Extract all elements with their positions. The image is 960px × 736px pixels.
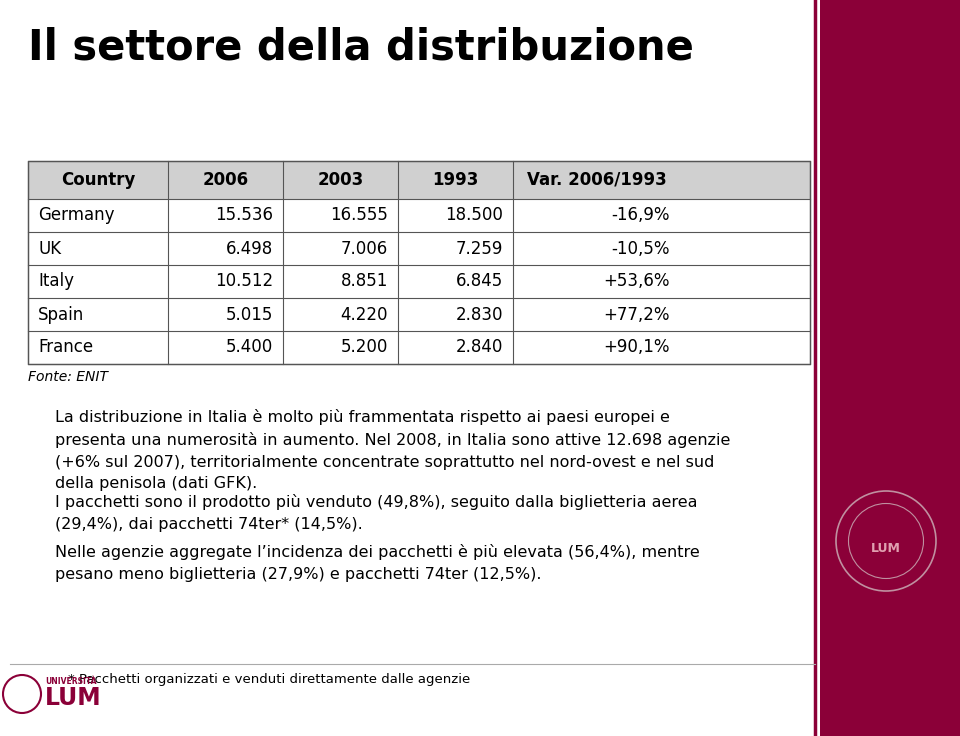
Text: 2003: 2003 xyxy=(318,171,364,189)
Text: 6.845: 6.845 xyxy=(456,272,503,291)
Text: 18.500: 18.500 xyxy=(445,207,503,224)
Bar xyxy=(28,298,810,331)
Text: UK: UK xyxy=(38,239,61,258)
Text: 2.840: 2.840 xyxy=(456,339,503,356)
Text: Spain: Spain xyxy=(38,305,84,324)
Text: 2.830: 2.830 xyxy=(455,305,503,324)
Bar xyxy=(28,199,810,232)
Text: 7.006: 7.006 xyxy=(341,239,388,258)
Text: -10,5%: -10,5% xyxy=(612,239,670,258)
Text: LUM: LUM xyxy=(45,686,102,710)
Text: 2006: 2006 xyxy=(203,171,249,189)
Text: 1993: 1993 xyxy=(432,171,479,189)
Text: 15.536: 15.536 xyxy=(215,207,273,224)
Text: 5.015: 5.015 xyxy=(226,305,273,324)
Bar xyxy=(28,161,810,199)
Text: 16.555: 16.555 xyxy=(330,207,388,224)
Text: 5.400: 5.400 xyxy=(226,339,273,356)
Text: Il settore della distribuzione: Il settore della distribuzione xyxy=(28,26,694,68)
Text: France: France xyxy=(38,339,93,356)
Circle shape xyxy=(836,491,936,591)
Text: Country: Country xyxy=(60,171,135,189)
Bar xyxy=(820,0,960,736)
Text: Fonte: ENIT: Fonte: ENIT xyxy=(28,370,108,384)
Text: 8.851: 8.851 xyxy=(341,272,388,291)
Bar xyxy=(28,265,810,298)
Text: +77,2%: +77,2% xyxy=(604,305,670,324)
Bar xyxy=(28,331,810,364)
Text: UNIVERSITÀ: UNIVERSITÀ xyxy=(45,677,97,686)
Text: -16,9%: -16,9% xyxy=(612,207,670,224)
Text: 10.512: 10.512 xyxy=(215,272,273,291)
Text: La distribuzione in Italia è molto più frammentata rispetto ai paesi europei e
p: La distribuzione in Italia è molto più f… xyxy=(55,409,731,492)
Text: I pacchetti sono il prodotto più venduto (49,8%), seguito dalla biglietteria aer: I pacchetti sono il prodotto più venduto… xyxy=(55,494,698,531)
Text: Nelle agenzie aggregate l’incidenza dei pacchetti è più elevata (56,4%), mentre
: Nelle agenzie aggregate l’incidenza dei … xyxy=(55,544,700,581)
Text: Italy: Italy xyxy=(38,272,74,291)
Text: Germany: Germany xyxy=(38,207,114,224)
Text: +90,1%: +90,1% xyxy=(604,339,670,356)
Text: 7.259: 7.259 xyxy=(456,239,503,258)
Text: +53,6%: +53,6% xyxy=(604,272,670,291)
Text: 6.498: 6.498 xyxy=(226,239,273,258)
Text: LUM: LUM xyxy=(871,542,900,556)
Text: Var. 2006/1993: Var. 2006/1993 xyxy=(527,171,666,189)
Text: 5.200: 5.200 xyxy=(341,339,388,356)
Text: 4.220: 4.220 xyxy=(341,305,388,324)
Bar xyxy=(28,232,810,265)
Text: * Pacchetti organizzati e venduti direttamente dalle agenzie: * Pacchetti organizzati e venduti dirett… xyxy=(68,673,470,687)
Bar xyxy=(28,161,810,364)
